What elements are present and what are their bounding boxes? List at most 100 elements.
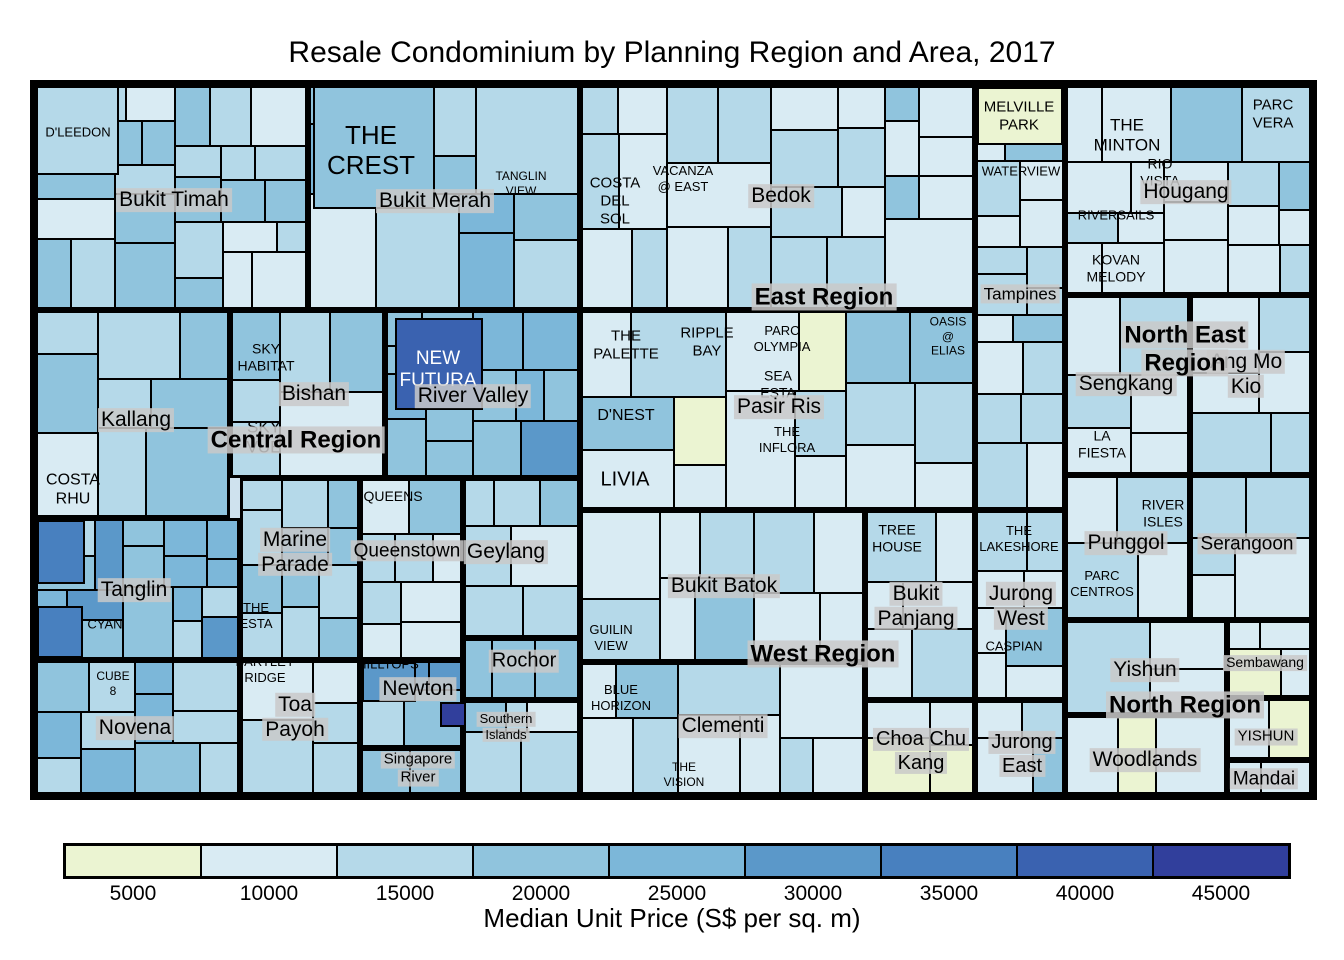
condo-label-parc-centros: PARC CENTROS (1070, 567, 1134, 599)
treemap-cell (173, 662, 238, 711)
treemap-cell (98, 428, 146, 516)
area-label-singapore-river: Singapore River (380, 751, 456, 788)
condo-label-the-lakeshore: THE LAKESHORE (979, 522, 1059, 554)
treemap-cell (376, 194, 459, 308)
area-label-serangoon: Serangoon (1197, 532, 1297, 555)
treemap-cell (282, 607, 319, 658)
condo-label-sky-habitat: SKY HABITAT (237, 340, 295, 374)
treemap-cell (1027, 247, 1063, 288)
colorbar-segment: 30000 (746, 846, 882, 905)
region-label-north-region: North Region (1106, 690, 1264, 719)
area-label-jurong-west: Jurong West (985, 581, 1057, 631)
treemap-cell (1279, 210, 1310, 245)
condo-label-the-palette: THE PALETTE (593, 327, 659, 363)
treemap-cell (202, 617, 238, 658)
treemap-cell (210, 87, 251, 146)
area-label-mandai: Mandai (1229, 767, 1299, 790)
area-label-punggol: Punggol (1084, 530, 1168, 556)
treemap-cell (123, 520, 164, 546)
treemap-cell (1260, 622, 1310, 649)
condo-label-the-crest: THE CREST (326, 120, 416, 181)
treemap-cell (885, 121, 919, 176)
condo-label-the-minton: THE MINTON (1093, 115, 1161, 155)
treemap-cell (207, 520, 238, 559)
treemap-cell (1027, 443, 1063, 508)
treemap-cell (401, 622, 461, 658)
area-label-bukit-batok: Bukit Batok (667, 573, 781, 599)
condo-label-cube-8: CUBE 8 (96, 668, 130, 698)
colorbar-segment: 25000 (610, 846, 746, 905)
treemap-cell (1067, 213, 1118, 243)
treemap-cell (440, 702, 466, 727)
treemap-cell (164, 520, 207, 556)
treemap-cell (242, 613, 282, 658)
treemap-cell (1229, 622, 1260, 649)
treemap-cell (465, 480, 494, 526)
condo-label-cyan: CYAN (87, 616, 123, 632)
treemap-cell (838, 128, 885, 187)
treemap-cell (223, 222, 277, 252)
treemap-cell (771, 87, 838, 130)
treemap-cell (175, 222, 223, 278)
treemap-cell (885, 176, 919, 219)
treemap-cell (977, 394, 1021, 443)
treemap-cell (633, 718, 678, 793)
treemap-cell (71, 239, 115, 308)
condo-label-blue-horizon: BLUE HORIZON (591, 681, 651, 713)
region-label-north-east-region: North East Region (1121, 320, 1249, 377)
treemap-cell (175, 278, 223, 308)
colorbar-tick-label: 40000 (1055, 882, 1115, 905)
condo-label-hilltops: HILLTOPS (357, 656, 419, 672)
treemap-cell (362, 582, 401, 624)
treemap-cell (164, 556, 207, 587)
treemap-cell (514, 194, 578, 240)
treemap-cell (1102, 243, 1164, 293)
treemap-cell (89, 662, 135, 712)
condo-label-bartley-ridge: BARTLEY RIDGE (235, 653, 295, 685)
area-label-kallang: Kallang (97, 407, 175, 433)
area-label-jurong-east: Jurong East (988, 730, 1056, 778)
treemap-cell (631, 312, 726, 397)
area-bedok (580, 85, 975, 310)
area-label-river-valley: River Valley (414, 383, 532, 409)
treemap-cell (1228, 206, 1279, 245)
treemap-cell (540, 480, 578, 526)
treemap-cell (632, 229, 667, 308)
treemap-cell (221, 146, 255, 180)
treemap-cell (232, 312, 280, 380)
treemap-cell (1006, 666, 1063, 698)
condo-label-livia: LIVIA (600, 468, 650, 491)
treemap-cell (37, 712, 81, 758)
treemap-cell (582, 312, 631, 397)
condo-label-oasis-elias: OASIS @ ELIAS (929, 314, 967, 358)
colorbar: 5000 10000 15000 20000 25000 30000 35000 40000 4… (63, 843, 1291, 905)
treemap-cell (409, 480, 461, 534)
treemap-cell (1067, 543, 1138, 618)
treemap-cell (1259, 297, 1310, 352)
treemap-cell (919, 87, 973, 137)
condo-label-tree-house: TREE HOUSE (872, 521, 922, 555)
treemap-cell (313, 662, 358, 703)
area-label-pasir-ris: Pasir Ris (733, 394, 825, 420)
colorbar-segment: 20000 (474, 846, 610, 905)
area-hougang (1065, 85, 1312, 295)
treemap-cell (977, 161, 1020, 216)
condo-label-d-leedon: D'LEEDON (45, 124, 111, 140)
area-label-bukit-panjang: Bukit Panjang (874, 581, 958, 631)
treemap-cell (977, 247, 1027, 274)
treemap-cell (674, 397, 726, 465)
treemap-cell (780, 664, 863, 738)
treemap-cell (37, 520, 85, 584)
treemap-cell (1021, 394, 1063, 443)
treemap-cell (1067, 162, 1131, 213)
treemap-cell (780, 738, 813, 793)
condo-label-d-nest: D'NEST (597, 406, 655, 424)
colorbar-tick-label: 25000 (647, 882, 707, 905)
treemap-cell (1020, 200, 1063, 247)
condo-label-costa-del-sol: COSTA DEL SOL (589, 174, 641, 228)
colorbar-segment: 10000 (202, 846, 338, 905)
treemap-cell (232, 380, 280, 422)
treemap-cell (1131, 433, 1188, 473)
area-label-toa-payoh: Toa Payoh (262, 692, 328, 742)
